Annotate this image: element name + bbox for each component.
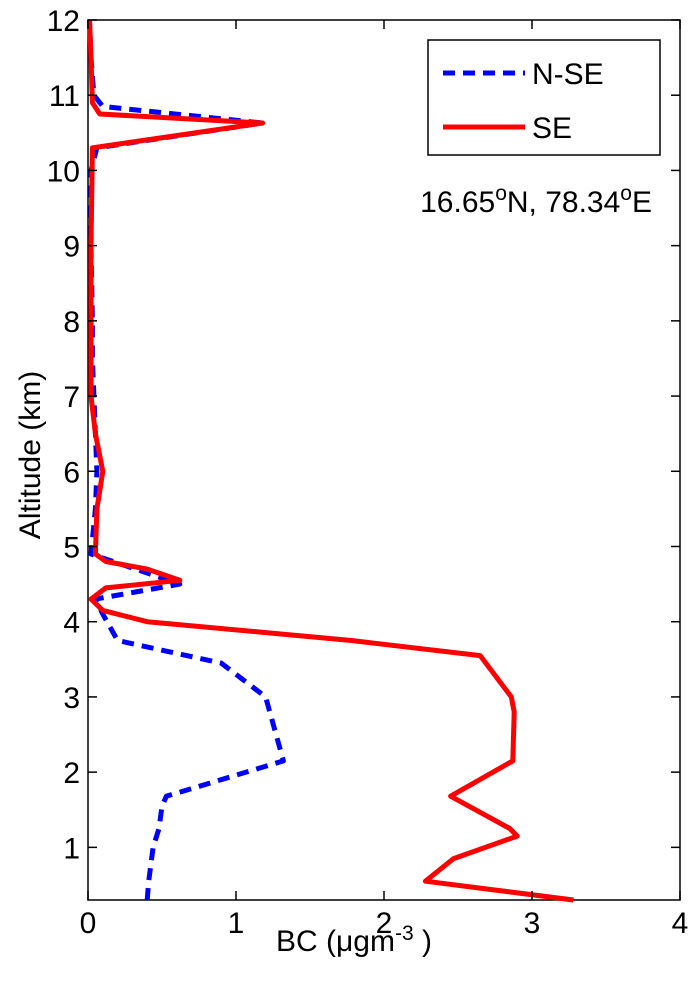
x-axis-label-prefix: BC ( [276,925,336,958]
series-layer [87,19,574,903]
annotation-degree-1: o [495,182,507,205]
y-tick-label: 8 [63,306,80,339]
tick-marks [87,19,681,900]
plot-frame [87,19,681,901]
x-tick-label: 3 [524,907,541,940]
x-tick-label: 1 [228,907,245,940]
x-tick-label: 2 [376,907,393,940]
y-tick-label: 2 [63,757,80,790]
y-tick-label: 4 [63,607,80,640]
plot-area [87,19,681,903]
y-tick-label: 5 [63,531,80,564]
location-annotation: 16.65oN, 78.34oE [420,182,652,219]
series-line-se [87,19,574,903]
annotation-lat: 16.65 [420,186,495,219]
legend: N-SE SE [427,39,661,156]
y-tick-label: 11 [49,80,80,113]
annotation-lon-dir: E [632,186,652,219]
legend-box [427,39,661,156]
x-axis-label-unit: gm [353,925,395,958]
x-axis-label-exponent: -3 [395,922,414,945]
x-axis-label-suffix: ) [414,925,432,958]
annotation-degree-2: o [620,182,632,205]
y-tick-label: 3 [63,682,80,715]
y-tick-label: 9 [63,231,80,264]
annotation-lat-dir: N, 78.34 [507,186,620,219]
x-tick-label: 0 [80,907,97,940]
legend-label-n-se: N-SE [532,58,604,91]
x-tick-labels: 0 1 2 3 4 [80,907,689,940]
y-axis-label: Altitude (km) [14,371,47,539]
x-axis-label-mu: μ [336,925,353,958]
x-axis-label: BC (μgm-3 ) [276,922,432,958]
y-tick-label: 1 [63,832,80,865]
y-tick-label: 6 [63,456,80,489]
legend-label-se: SE [532,112,572,145]
y-tick-label: 7 [63,381,80,414]
y-tick-label: 12 [47,5,80,38]
x-tick-label: 4 [672,907,689,940]
y-tick-label: 10 [47,155,80,188]
series-line-n-se [87,19,286,901]
